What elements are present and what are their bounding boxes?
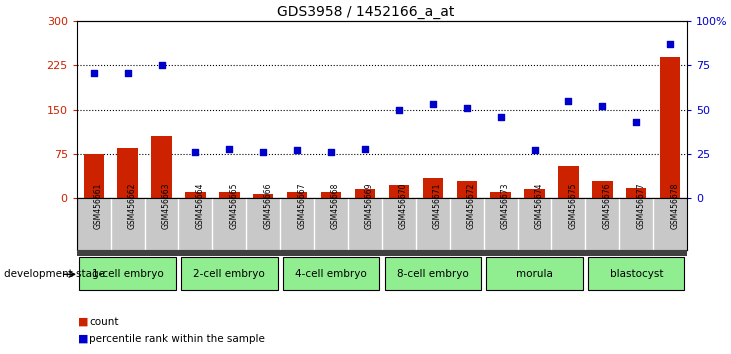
Text: GSM456666: GSM456666 <box>263 183 272 229</box>
Point <box>529 148 540 153</box>
Text: 1-cell embryo: 1-cell embryo <box>92 269 164 279</box>
Text: GSM456673: GSM456673 <box>501 183 510 229</box>
Text: GDS3958 / 1452166_a_at: GDS3958 / 1452166_a_at <box>277 5 454 19</box>
Bar <box>389 185 409 198</box>
Point <box>292 148 303 153</box>
FancyBboxPatch shape <box>486 257 583 290</box>
Point <box>325 149 337 155</box>
Point <box>122 70 134 75</box>
Bar <box>151 136 172 198</box>
Bar <box>524 189 545 198</box>
Text: ■: ■ <box>78 334 88 344</box>
Text: GSM456678: GSM456678 <box>670 183 679 229</box>
Point <box>88 70 99 75</box>
Text: GSM456669: GSM456669 <box>365 183 374 229</box>
Bar <box>626 188 646 198</box>
Point <box>427 102 439 107</box>
Bar <box>423 178 443 198</box>
Point <box>563 98 575 104</box>
Text: count: count <box>89 317 118 327</box>
Bar <box>592 181 613 198</box>
Point <box>224 146 235 152</box>
Text: 8-cell embryo: 8-cell embryo <box>397 269 469 279</box>
Bar <box>83 154 104 198</box>
Text: percentile rank within the sample: percentile rank within the sample <box>89 334 265 344</box>
Text: GSM456662: GSM456662 <box>128 183 137 229</box>
Bar <box>287 192 307 198</box>
Point <box>156 63 167 68</box>
Bar <box>321 192 341 198</box>
Text: GSM456665: GSM456665 <box>230 183 238 229</box>
Text: GSM456670: GSM456670 <box>399 183 408 229</box>
Point <box>461 105 472 111</box>
FancyBboxPatch shape <box>385 257 481 290</box>
Point <box>393 107 405 113</box>
Text: blastocyst: blastocyst <box>610 269 663 279</box>
Text: GSM456677: GSM456677 <box>636 183 645 229</box>
Point <box>189 149 201 155</box>
Text: GSM456667: GSM456667 <box>298 183 306 229</box>
FancyBboxPatch shape <box>588 257 684 290</box>
FancyBboxPatch shape <box>181 257 278 290</box>
Bar <box>185 192 205 198</box>
Text: 2-cell embryo: 2-cell embryo <box>194 269 265 279</box>
Text: GSM456663: GSM456663 <box>162 183 170 229</box>
Text: GSM456674: GSM456674 <box>534 183 544 229</box>
Point <box>664 41 676 47</box>
Bar <box>253 194 273 198</box>
Point <box>495 114 507 120</box>
Bar <box>660 57 681 198</box>
Text: GSM456671: GSM456671 <box>433 183 442 229</box>
Bar <box>118 148 137 198</box>
Text: GSM456664: GSM456664 <box>195 183 205 229</box>
Text: 4-cell embryo: 4-cell embryo <box>295 269 367 279</box>
Point <box>630 119 642 125</box>
Point <box>257 149 269 155</box>
Text: ■: ■ <box>78 317 88 327</box>
Text: GSM456675: GSM456675 <box>569 183 577 229</box>
Point <box>596 103 608 109</box>
Bar <box>491 192 511 198</box>
Bar <box>457 181 477 198</box>
Text: development stage: development stage <box>4 269 105 279</box>
Text: GSM456661: GSM456661 <box>94 183 103 229</box>
Bar <box>219 192 240 198</box>
Text: GSM456672: GSM456672 <box>466 183 476 229</box>
Bar <box>355 189 375 198</box>
Point <box>359 146 371 152</box>
FancyBboxPatch shape <box>80 257 175 290</box>
Bar <box>558 166 579 198</box>
FancyBboxPatch shape <box>283 257 379 290</box>
Text: GSM456676: GSM456676 <box>602 183 611 229</box>
Text: GSM456668: GSM456668 <box>331 183 340 229</box>
Text: morula: morula <box>516 269 553 279</box>
